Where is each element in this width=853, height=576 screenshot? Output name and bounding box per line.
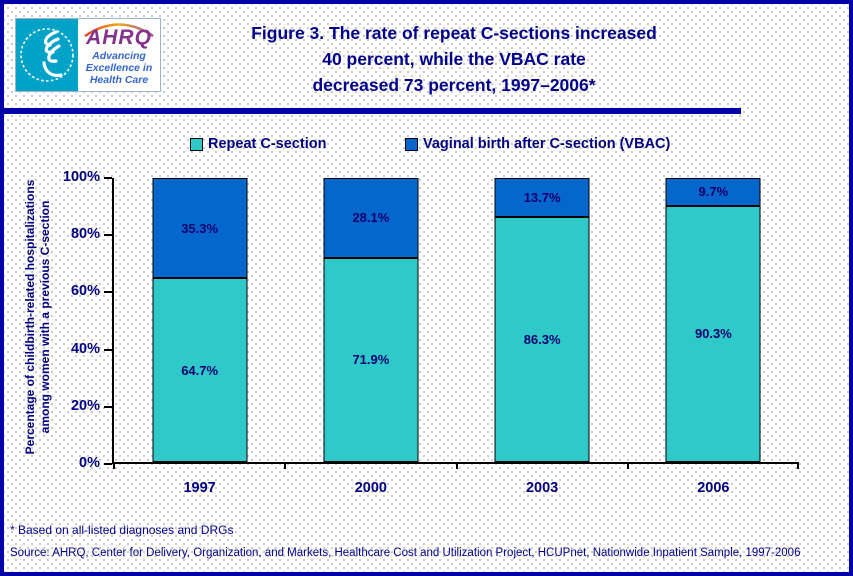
stacked-bar: 35.3% 64.7% xyxy=(152,178,248,462)
legend-swatch xyxy=(405,137,418,151)
y-axis-title-line: among women with a previous C-section xyxy=(38,200,52,434)
y-axis-tick xyxy=(104,177,112,179)
y-axis-tick xyxy=(104,463,112,465)
y-axis-tick xyxy=(104,291,112,294)
x-axis-tick xyxy=(284,462,287,469)
bar-segment-vbac: 28.1% xyxy=(323,178,419,258)
x-axis-tick xyxy=(797,462,799,469)
bar-segment-repeat-csection: 64.7% xyxy=(152,278,248,462)
x-axis-tick xyxy=(626,462,629,469)
bar-value-label: 28.1% xyxy=(352,210,390,226)
bar-value-label: 86.3% xyxy=(523,331,561,347)
hhs-eagle-icon xyxy=(16,19,78,91)
bar-group: 13.7% 86.3% xyxy=(457,178,628,462)
bar-segment-repeat-csection: 71.9% xyxy=(323,257,419,462)
figure-title-line: 40 percent, while the VBAC rate xyxy=(322,49,586,69)
tagline-line: Advancing xyxy=(92,50,146,62)
chart-legend: Repeat C-section Vaginal birth after C-se… xyxy=(4,136,849,156)
bar-value-label: 71.9% xyxy=(352,352,390,368)
stacked-bar: 13.7% 86.3% xyxy=(494,178,590,462)
bar-group: 35.3% 64.7% xyxy=(114,178,285,462)
figure-title-line: Figure 3. The rate of repeat C-sections … xyxy=(251,23,657,43)
x-category-label: 2000 xyxy=(354,480,387,496)
stacked-bar: 9.7% 90.3% xyxy=(665,178,761,462)
y-axis-title-line: Percentage of childbirth-related hospita… xyxy=(23,179,37,455)
legend-item: Repeat C-section xyxy=(190,136,326,152)
bar-value-label: 35.3% xyxy=(181,220,219,236)
x-axis-tick xyxy=(113,462,115,469)
y-axis-tick-label: 40% xyxy=(70,340,100,357)
legend-item: Vaginal birth after C-section (VBAC) xyxy=(405,136,670,152)
footnote: * Based on all-listed diagnoses and DRGs xyxy=(10,523,234,537)
y-axis-tick-label: 100% xyxy=(62,169,100,185)
bar-segment-vbac: 35.3% xyxy=(152,178,248,279)
figure-title: Figure 3. The rate of repeat C-sections … xyxy=(154,20,754,98)
bar-value-label: 64.7% xyxy=(181,362,219,378)
source-note: Source: AHRQ, Center for Delivery, Organ… xyxy=(10,547,801,559)
bar-value-label: 13.7% xyxy=(523,189,561,205)
bar-value-label: 9.7% xyxy=(698,184,729,200)
bar-segment-vbac: 9.7% xyxy=(665,178,761,206)
ahrq-wordmark-block: AHRQ Advancing Excellence in Health Care xyxy=(78,19,160,91)
y-axis-tick-label: 60% xyxy=(70,283,100,300)
y-axis-tick xyxy=(104,234,112,237)
y-axis-tick-label: 20% xyxy=(70,397,100,414)
figure-title-line: decreased 73 percent, 1997–2006* xyxy=(312,75,596,95)
ahrq-tagline: Advancing Excellence in Health Care xyxy=(78,50,160,86)
legend-label: Vaginal birth after C-section (VBAC) xyxy=(423,136,671,152)
bar-group: 28.1% 71.9% xyxy=(285,178,456,462)
y-axis-tick-label: 80% xyxy=(70,226,100,243)
legend-swatch xyxy=(190,137,203,151)
x-category-label: 2006 xyxy=(697,480,730,496)
x-category-label: 1997 xyxy=(183,480,216,496)
tagline-line: Excellence in xyxy=(85,62,153,74)
ahrq-logo: AHRQ Advancing Excellence in Health Care xyxy=(15,18,161,92)
bar-group: 9.7% 90.3% xyxy=(628,178,799,462)
x-axis-tick xyxy=(455,462,458,469)
hhs-eagle-logo xyxy=(16,19,78,91)
y-axis-title: Percentage of childbirth-related hospita… xyxy=(23,143,53,491)
header-divider xyxy=(4,108,741,114)
bar-segment-repeat-csection: 86.3% xyxy=(494,216,590,462)
y-axis-tick-label: 0% xyxy=(79,455,100,471)
bar-segment-vbac: 13.7% xyxy=(494,178,590,217)
ahrq-wordmark: AHRQ xyxy=(86,26,152,49)
y-axis-tick xyxy=(104,348,112,351)
bar-value-label: 90.3% xyxy=(694,326,732,342)
x-category-label: 2003 xyxy=(525,480,559,496)
bar-segment-repeat-csection: 90.3% xyxy=(665,205,761,462)
rainbow-arc-icon xyxy=(84,23,154,37)
plot-area: 0% 20% 40% 60% 80% 100% 35.3% 64.7% 1997 28.1% 71.… xyxy=(63,169,799,496)
legend-label: Repeat C-section xyxy=(208,136,327,152)
stacked-bar: 28.1% 71.9% xyxy=(323,178,419,462)
y-axis-tick xyxy=(104,405,112,408)
tagline-line: Health Care xyxy=(89,74,149,86)
